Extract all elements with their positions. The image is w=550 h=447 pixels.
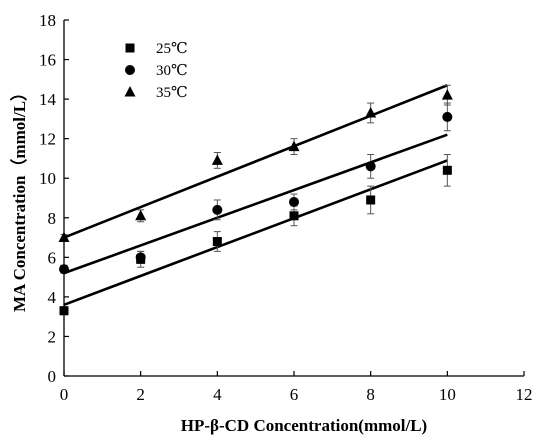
y-tick-label: 2	[48, 327, 57, 346]
fit-lines	[63, 84, 448, 307]
data-point-triangle	[58, 231, 70, 243]
data-point-circle	[442, 111, 453, 122]
legend-marker-circle	[125, 65, 135, 75]
legend-marker-square	[125, 43, 135, 53]
fit-line-triangle	[63, 84, 448, 239]
legend-label: 25℃	[156, 41, 188, 57]
data-point-circle	[212, 204, 223, 215]
data-point-circle	[289, 196, 299, 207]
y-tick-label: 10	[39, 169, 56, 188]
legend-marker-triangle	[124, 86, 136, 97]
x-tick-label: 12	[516, 385, 533, 404]
data-point-square	[289, 211, 299, 221]
legend-label: 30℃	[156, 63, 188, 79]
x-tick-label: 6	[290, 385, 299, 404]
y-tick-label: 16	[39, 51, 56, 70]
data-markers	[58, 89, 453, 316]
x-axis-title: HP-β-CD Concentration(mmol/L)	[181, 416, 427, 435]
data-point-triangle	[135, 209, 147, 221]
data-point-square	[366, 195, 376, 205]
x-tick-label: 2	[136, 385, 145, 404]
y-tick-label: 14	[39, 90, 57, 109]
data-point-circle	[365, 161, 376, 172]
y-tick-label: 8	[48, 209, 57, 228]
x-tick-label: 0	[60, 385, 69, 404]
data-point-triangle	[288, 140, 300, 152]
data-point-square	[59, 306, 69, 316]
data-point-triangle	[441, 89, 453, 100]
fit-line-circle	[63, 133, 448, 275]
data-point-triangle	[211, 154, 223, 165]
y-tick-label: 4	[48, 288, 57, 307]
x-tick-label: 4	[213, 385, 222, 404]
y-tick-label: 6	[48, 248, 57, 267]
error-bars	[60, 84, 451, 316]
y-tick-label: 0	[48, 367, 57, 386]
data-point-circle	[135, 252, 146, 263]
data-point-square	[442, 165, 452, 175]
x-tick-label: 8	[366, 385, 375, 404]
y-tick-label: 18	[39, 11, 56, 30]
x-tick-label: 10	[439, 385, 456, 404]
y-axis-title: MA Concentration（mmol/L）	[9, 84, 29, 312]
data-point-triangle	[365, 106, 377, 118]
ticks: 0 2 4 6 8 10 12 0 2 4 6 8 10 12 14 16 18	[39, 11, 533, 404]
legend: 25℃ 30℃ 35℃	[124, 41, 188, 101]
data-point-square	[212, 237, 222, 247]
y-tick-label: 12	[39, 130, 56, 149]
legend-label: 35℃	[156, 85, 188, 101]
data-point-circle	[59, 264, 69, 275]
fit-line-square	[63, 159, 448, 307]
